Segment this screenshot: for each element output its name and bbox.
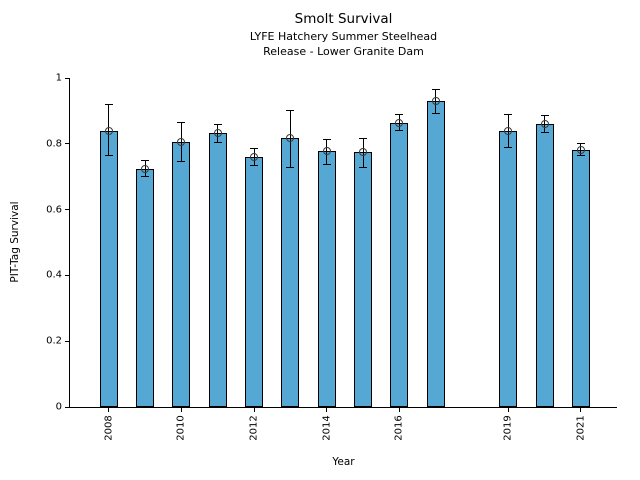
x-tick <box>108 408 110 412</box>
bar-2009 <box>136 169 155 407</box>
y-tick-label: 0 <box>55 401 62 413</box>
errorbar-cap-top-2016 <box>395 114 404 116</box>
point-marker-2019 <box>504 126 513 135</box>
y-tick <box>65 274 69 276</box>
y-tick-label: 1 <box>55 72 62 84</box>
y-tick-label: 0.2 <box>46 335 62 347</box>
x-tick <box>398 408 400 412</box>
bar-2008 <box>99 130 118 407</box>
x-tick-label: 2019 <box>502 415 514 441</box>
errorbar-cap-top-2008 <box>104 103 113 105</box>
x-tick <box>180 408 182 412</box>
x-tick-label: 2014 <box>321 415 333 441</box>
bar-2021 <box>571 149 590 407</box>
point-marker-2015 <box>359 148 367 157</box>
errorbar-cap-bottom-2020 <box>540 132 549 134</box>
x-tick <box>253 408 255 412</box>
y-tick <box>65 77 69 79</box>
bar-2014 <box>317 151 336 407</box>
y-tick <box>65 406 69 408</box>
errorbar-cap-bottom-2008 <box>104 154 113 156</box>
errorbar-cap-bottom-2017 <box>431 112 440 114</box>
errorbar-cap-top-2010 <box>177 122 186 124</box>
errorbar-cap-bottom-2009 <box>141 176 150 178</box>
chart-subtitle-line2: Release - Lower Granite Dam <box>263 45 424 58</box>
x-tick-label: 2012 <box>248 415 260 441</box>
errorbar-cap-top-2011 <box>213 123 222 125</box>
errorbar-cap-top-2013 <box>286 110 295 112</box>
bar-2015 <box>354 152 372 407</box>
x-tick-label: 2021 <box>575 415 587 441</box>
errorbar-cap-bottom-2016 <box>395 130 404 132</box>
point-marker-2009 <box>141 165 150 174</box>
bar-2016 <box>390 122 409 407</box>
errorbar-cap-bottom-2012 <box>250 165 259 167</box>
y-axis-label: PIT-Tag Survival <box>9 201 21 283</box>
y-axis-spine <box>69 78 70 408</box>
y-tick-label: 0.8 <box>46 138 62 150</box>
y-tick-label: 0.4 <box>46 269 62 281</box>
point-marker-2010 <box>177 137 186 146</box>
point-marker-2016 <box>395 118 404 127</box>
x-axis-spine <box>69 407 617 408</box>
x-axis-label: Year <box>332 456 355 468</box>
errorbar-cap-top-2014 <box>322 139 331 141</box>
point-marker-2017 <box>431 97 440 106</box>
x-tick-label: 2008 <box>103 415 115 441</box>
errorbar-cap-bottom-2010 <box>177 160 186 162</box>
y-tick-label: 0.6 <box>46 204 62 216</box>
x-tick <box>326 408 328 412</box>
errorbar-cap-bottom-2011 <box>213 141 222 143</box>
chart-subtitle-line1: LYFE Hatchery Summer Steelhead <box>249 30 438 43</box>
bar-2019 <box>499 130 518 407</box>
x-tick <box>507 408 509 412</box>
chart-title: Smolt Survival <box>294 11 393 27</box>
bar-2012 <box>245 156 264 407</box>
errorbar-cap-top-2021 <box>576 143 585 145</box>
bar-2011 <box>208 132 227 407</box>
errorbar-cap-top-2017 <box>431 89 440 90</box>
x-tick-label: 2016 <box>393 415 405 441</box>
errorbar-cap-bottom-2014 <box>322 164 331 166</box>
y-tick <box>65 340 69 342</box>
point-marker-2021 <box>576 145 585 154</box>
bar-2017 <box>426 101 445 407</box>
point-marker-2011 <box>213 128 222 137</box>
point-marker-2012 <box>250 152 259 161</box>
errorbar-cap-top-2019 <box>504 114 513 116</box>
point-marker-2008 <box>104 126 113 135</box>
x-tick-label: 2010 <box>175 415 187 441</box>
errorbar-cap-bottom-2021 <box>576 154 585 156</box>
errorbar-cap-top-2015 <box>359 137 367 139</box>
errorbar-cap-top-2009 <box>141 160 150 162</box>
bar-2013 <box>281 138 300 407</box>
bar-2020 <box>535 124 554 407</box>
point-marker-2020 <box>540 120 549 129</box>
point-marker-2013 <box>286 134 295 143</box>
errorbar-cap-bottom-2019 <box>504 146 513 148</box>
x-tick <box>580 408 582 412</box>
point-marker-2014 <box>322 147 331 156</box>
y-tick <box>65 143 69 145</box>
bar-2010 <box>172 141 191 407</box>
errorbar-cap-top-2020 <box>540 115 549 117</box>
y-tick <box>65 209 69 211</box>
errorbar-cap-top-2012 <box>250 148 259 150</box>
errorbar-cap-bottom-2015 <box>359 166 367 168</box>
errorbar-cap-bottom-2013 <box>286 166 295 168</box>
